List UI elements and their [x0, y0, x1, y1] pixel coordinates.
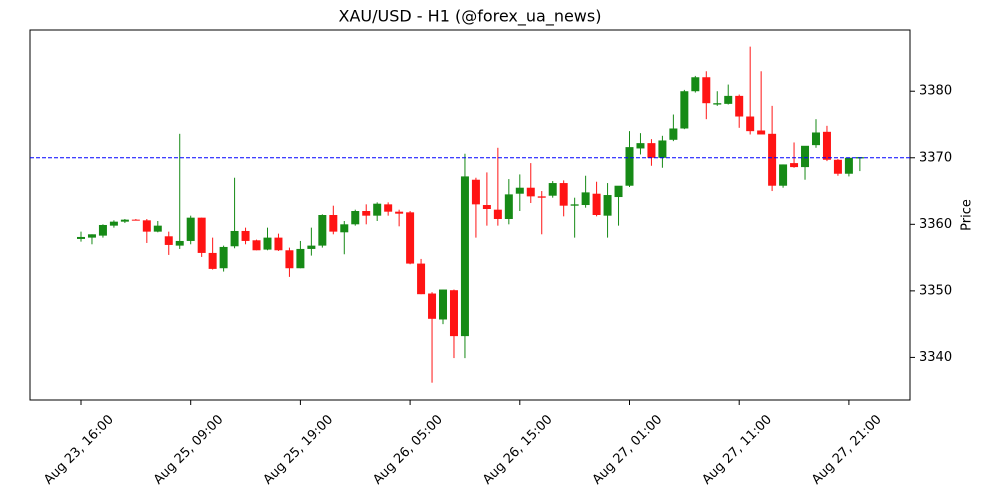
candle-body — [285, 250, 294, 269]
x-tick-label: Aug 25, 09:00 — [151, 412, 227, 488]
candle-body — [296, 248, 305, 269]
candle-body — [603, 195, 612, 216]
candle-body — [636, 143, 645, 149]
candle-body — [471, 179, 480, 205]
candle-body — [153, 225, 162, 232]
candle-body — [449, 290, 458, 337]
y-tick-label: 3380 — [919, 84, 952, 99]
candle-body — [351, 211, 360, 225]
candle-body — [691, 77, 700, 92]
x-tick-label: Aug 25, 19:00 — [261, 412, 337, 488]
candle-body — [274, 237, 283, 251]
candle-body — [208, 252, 217, 269]
candle-body — [197, 217, 206, 253]
candle-body — [120, 219, 129, 222]
candle-body — [439, 289, 448, 320]
x-tick-label: Aug 23, 16:00 — [41, 412, 117, 488]
y-tick-label: 3340 — [919, 350, 952, 365]
candle-body — [175, 240, 184, 246]
candle-body — [658, 140, 667, 158]
candle-body — [142, 220, 151, 232]
x-tick-label: Aug 26, 05:00 — [370, 412, 446, 488]
x-tick-label: Aug 27, 01:00 — [590, 412, 666, 488]
candle-body — [406, 212, 415, 264]
x-tick-label: Aug 27, 21:00 — [809, 412, 885, 488]
candle-body — [164, 236, 173, 245]
candle-body — [833, 159, 842, 174]
candle-body — [230, 230, 239, 247]
plot-frame — [29, 29, 911, 401]
candle-body — [724, 95, 733, 104]
candle-body — [241, 230, 250, 241]
candle-body — [131, 219, 140, 221]
candle-body — [526, 187, 535, 197]
candle-body — [844, 157, 853, 174]
candle-body — [373, 203, 382, 216]
candle-body — [735, 95, 744, 117]
candle-body — [592, 193, 601, 215]
candle-body — [625, 147, 634, 186]
candle-body — [493, 209, 502, 219]
candle-body — [548, 183, 557, 196]
candle-body — [680, 91, 689, 129]
candle-body — [614, 185, 623, 198]
candle-body — [757, 130, 766, 135]
candle-body — [669, 128, 678, 140]
candle-body — [515, 187, 524, 194]
y-tick-label: 3350 — [919, 283, 952, 298]
y-tick-label: 3370 — [919, 150, 952, 165]
y-tick-label: 3360 — [919, 217, 952, 232]
x-tick-label: Aug 26, 15:00 — [480, 412, 556, 488]
candle-body — [570, 204, 579, 206]
candle-body — [790, 163, 799, 168]
candle-body — [98, 224, 107, 236]
candle-body — [801, 145, 810, 168]
x-tick-label: Aug 27, 11:00 — [699, 412, 775, 488]
candle-body — [362, 211, 371, 216]
candle-body — [482, 205, 491, 210]
candle-body — [87, 234, 96, 238]
chart-title: XAU/USD - H1 (@forex_ua_news) — [339, 7, 602, 27]
candle-body — [109, 221, 118, 226]
candle-body — [581, 192, 590, 206]
candle-body — [768, 133, 777, 186]
candle-body — [811, 132, 820, 146]
candle-body — [318, 215, 327, 246]
candle-body — [559, 183, 568, 206]
candle-body — [822, 131, 831, 160]
candle-body — [779, 164, 788, 186]
candle-body — [263, 237, 272, 250]
candle-body — [307, 245, 316, 249]
candle-body — [252, 240, 261, 251]
y-axis-label: Price — [960, 199, 975, 231]
candle-body — [186, 217, 195, 241]
candle-body — [77, 236, 85, 239]
candle-body — [537, 196, 546, 198]
candle-body — [384, 204, 393, 212]
candle-body — [702, 77, 711, 104]
candle-body — [460, 176, 469, 337]
candle-body — [340, 224, 349, 233]
candle-body — [395, 211, 404, 214]
candle-body — [504, 194, 513, 219]
candle-body — [428, 293, 437, 319]
candle-body — [647, 143, 656, 158]
candle-body — [219, 246, 228, 269]
candle-body — [746, 116, 755, 132]
candle-body — [713, 103, 722, 105]
candle-body — [329, 215, 338, 232]
candle-body — [417, 263, 426, 295]
